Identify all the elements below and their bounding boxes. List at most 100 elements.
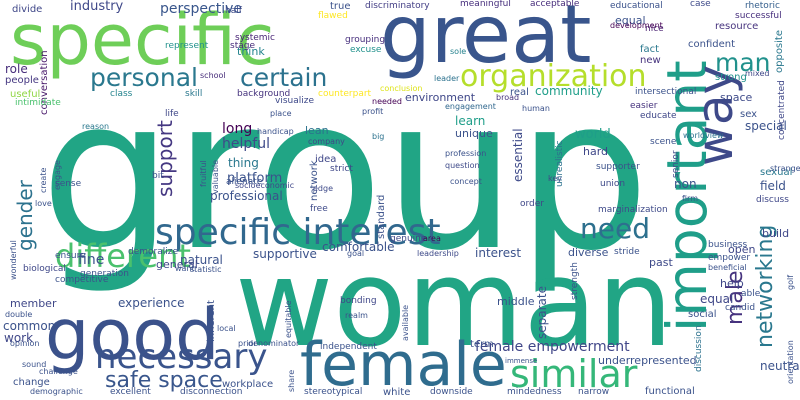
word-human: human: [522, 104, 550, 113]
word-golf: golf: [786, 274, 795, 290]
word-local: local: [217, 324, 236, 333]
word-love: love: [35, 199, 52, 208]
word-personal: personal: [90, 63, 198, 92]
word-discuss: discuss: [756, 195, 789, 205]
word-different: different: [55, 237, 191, 275]
word-candid: candid: [725, 303, 756, 313]
word-new: new: [640, 55, 661, 66]
word-stage: stage: [230, 41, 255, 51]
word-unrealistic: unrealistic: [555, 140, 565, 187]
word-sex: sex: [740, 109, 758, 120]
word-woman: woman: [235, 235, 674, 374]
word-mindedness: mindedness: [507, 387, 562, 397]
word-order: order: [520, 199, 544, 209]
word-firm: firm: [682, 194, 698, 203]
word-necessary: necessary: [95, 337, 268, 377]
word-denominator: denominator: [248, 339, 300, 348]
word-downside: downside: [430, 387, 473, 397]
word-functional: functional: [645, 386, 695, 397]
word-community: community: [535, 84, 603, 98]
word-interest: interest: [475, 246, 522, 260]
word-space: space: [720, 91, 753, 104]
word-edge: edge: [313, 184, 333, 193]
word-equal: equal: [700, 292, 734, 306]
word-fine: fine: [78, 252, 105, 268]
word-half: half: [225, 6, 242, 16]
word-realm: realm: [345, 311, 368, 320]
word-strong: strong: [715, 72, 747, 83]
word-experience: experience: [118, 296, 185, 310]
word-useful: useful: [10, 89, 41, 100]
word-world: world: [575, 127, 611, 142]
word-help: help: [720, 277, 744, 290]
word-helpful: helpful: [222, 136, 270, 152]
word-ensure: ensure: [55, 251, 86, 261]
word-counterpart: counterpart: [318, 89, 372, 99]
word-lean: lean: [305, 124, 329, 137]
word-fact: fact: [640, 44, 660, 55]
word-member: member: [10, 297, 57, 310]
word-separate: separate: [535, 286, 549, 339]
word-immense: immense: [505, 357, 538, 365]
word-independent: independent: [320, 342, 377, 352]
word-common: common: [3, 319, 56, 333]
word-case: case: [690, 0, 711, 9]
word-flawed: flawed: [318, 11, 348, 21]
word-neutral: neutral: [760, 359, 800, 373]
word-professional: professional: [210, 189, 283, 203]
word-special: special: [745, 119, 787, 133]
word-strange: strange: [770, 164, 800, 173]
word-skill: skill: [185, 89, 203, 99]
word-specific-interest: specific interest: [155, 212, 441, 253]
word-share: share: [287, 369, 296, 392]
word-socioeconomic: socioeconomic: [235, 181, 295, 190]
word-female: female: [300, 330, 507, 400]
word-field: field: [760, 179, 786, 193]
word-open: open: [728, 243, 756, 256]
word-hard: hard: [583, 145, 609, 158]
word-easier: easier: [630, 101, 658, 111]
word-engage: engage: [53, 160, 62, 190]
word-area: area: [423, 234, 441, 243]
word-excellent: excellent: [110, 387, 151, 397]
word-sense: sense: [55, 179, 82, 189]
word-beneficial: beneficial: [708, 263, 747, 272]
word-people: people: [5, 75, 39, 86]
word-big: big: [372, 132, 385, 141]
word-biological: biological: [23, 264, 66, 274]
word-key: key: [548, 174, 563, 183]
word-educate: educate: [640, 111, 677, 121]
word-double: double: [5, 310, 33, 319]
word-underrepresented: underrepresented: [598, 354, 697, 367]
word-non: non: [674, 177, 697, 191]
word-supporter: supporter: [596, 162, 640, 172]
word-female-empowerment: female empowerment: [475, 339, 630, 355]
word-scene: scene: [650, 137, 677, 147]
word-demoralize: demoralize: [128, 247, 179, 257]
word-successful: successful: [735, 11, 782, 21]
word-white: white: [383, 387, 411, 398]
word-opinion: opinion: [10, 339, 40, 348]
word-background: background: [237, 89, 291, 99]
word-free: free: [310, 204, 328, 214]
word-past: past: [649, 256, 673, 269]
word-visualize: visualize: [275, 96, 314, 106]
word-meaningful: meaningful: [460, 0, 511, 9]
word-industry: industry: [70, 0, 124, 14]
word-inherent: inherent: [206, 300, 217, 342]
word-class: class: [110, 89, 133, 99]
word-rhetoric: rhetoric: [745, 1, 780, 11]
word-strength: strength: [570, 262, 580, 300]
word-want: want: [175, 264, 195, 273]
word-place: place: [270, 109, 292, 118]
word-intersectional: intersectional: [635, 87, 697, 97]
word-middle: middle: [497, 295, 535, 308]
word-equal: equal: [615, 14, 646, 27]
word-company: company: [308, 137, 345, 146]
word-leadership: leadership: [417, 249, 459, 258]
word-social: social: [688, 309, 717, 320]
word-available: available: [401, 304, 410, 341]
word-unique: unique: [455, 127, 493, 140]
word-competitive: competitive: [55, 275, 109, 285]
word-thing: thing: [228, 156, 259, 170]
